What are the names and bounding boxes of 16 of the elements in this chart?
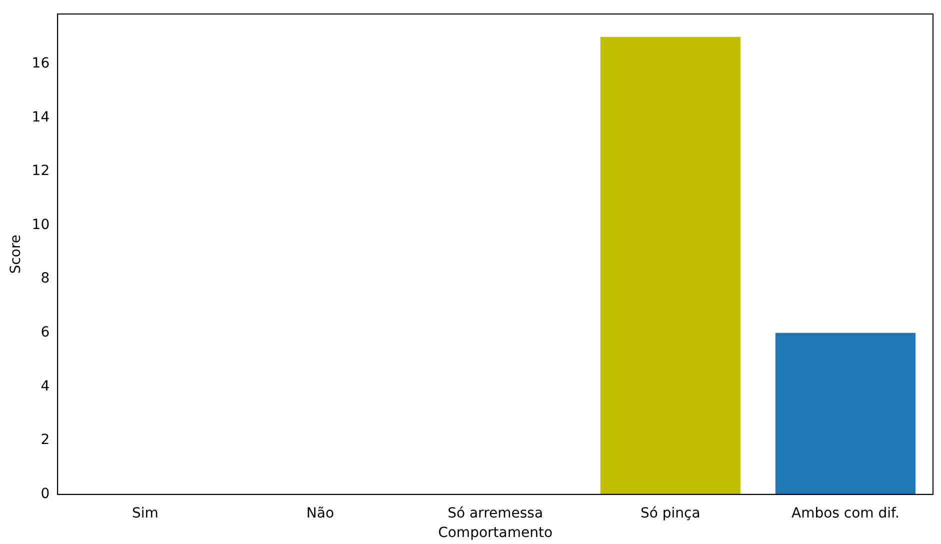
y-tick-label: 2 (40, 432, 50, 448)
y-axis-title: Score (8, 234, 24, 274)
y-tick-label: 10 (32, 216, 50, 233)
x-tick-label: Não (306, 505, 334, 522)
y-tick-label: 14 (32, 109, 50, 126)
x-tick-label: Ambos com dif. (792, 505, 900, 522)
y-tick-label: 12 (32, 163, 50, 180)
y-tick-label: 6 (40, 324, 50, 341)
y-tick-label: 0 (40, 486, 50, 502)
x-axis-title: Comportamento (438, 525, 553, 542)
x-tick-label: Sim (132, 505, 158, 522)
y-tick-label: 8 (40, 270, 50, 287)
y-tick-label: 4 (40, 378, 50, 394)
x-tick-label: Só arremessa (448, 505, 544, 522)
y-tick-label: 16 (32, 55, 50, 72)
x-tick-label: Só pinça (640, 505, 700, 522)
